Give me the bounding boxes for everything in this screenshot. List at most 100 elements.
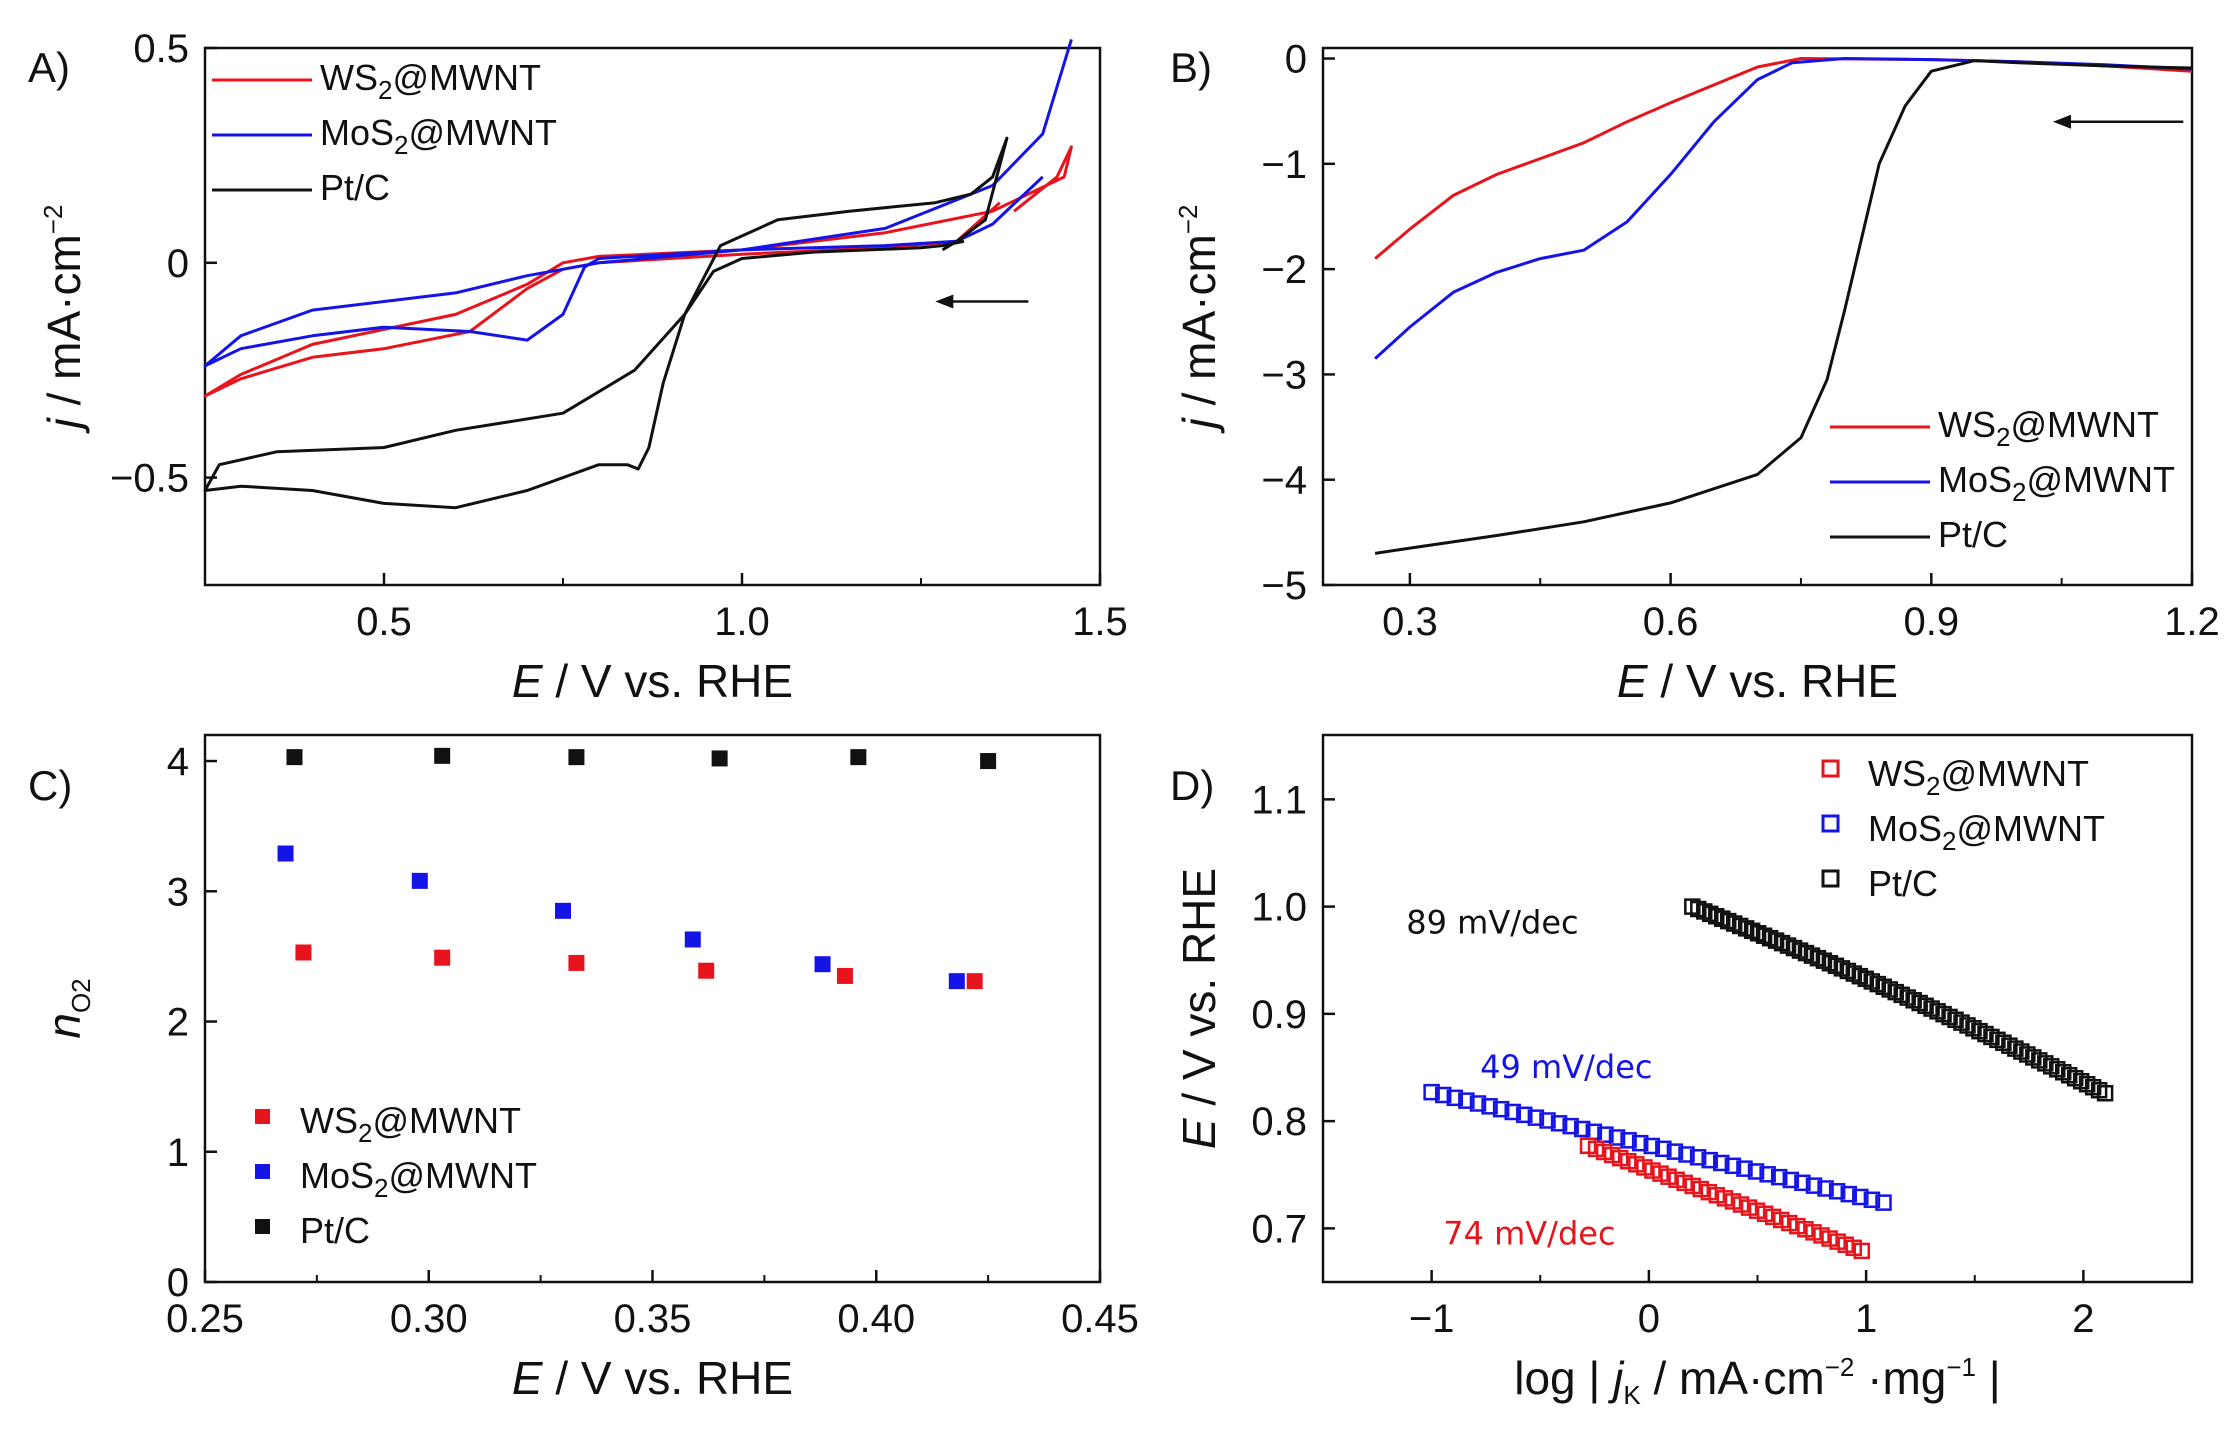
series-line bbox=[203, 136, 1009, 510]
text-part: K bbox=[1623, 1380, 1641, 1410]
data-point bbox=[684, 931, 701, 948]
y-tick-label: 2 bbox=[167, 1001, 189, 1045]
data-point bbox=[286, 749, 303, 766]
x-tick-label: 1.0 bbox=[714, 600, 770, 644]
data-point bbox=[555, 902, 571, 919]
data-point bbox=[1481, 1098, 1498, 1115]
plot-frame bbox=[203, 46, 1102, 587]
text-part: @MWNT bbox=[1940, 753, 2089, 794]
data-point bbox=[1840, 1185, 1857, 1203]
panel-a: A) 0.5 1.0 1.5 0.5 0 −0.5 E / V vs. RHE j / mA·c… bbox=[28, 27, 1128, 707]
y-tick-label: 3 bbox=[167, 870, 189, 914]
text-part: @MWNT bbox=[409, 112, 558, 153]
data-point bbox=[1794, 1174, 1811, 1192]
legend-label: WS2@MWNT bbox=[300, 1100, 521, 1148]
y-tick-label: −5 bbox=[1261, 564, 1307, 608]
x-tick-label: 1.5 bbox=[1072, 600, 1128, 644]
text-part: Pt/C bbox=[1868, 863, 1938, 904]
x-tick-label: 0.9 bbox=[1903, 600, 1959, 644]
data-point bbox=[1469, 1095, 1487, 1112]
text-part: −2 bbox=[38, 205, 68, 235]
y-axis-title: j / mA·cm−2 bbox=[38, 205, 90, 435]
x-tick-label: 0.6 bbox=[1643, 600, 1699, 644]
legend-label: WS2@MWNT bbox=[1868, 753, 2089, 801]
data-point bbox=[295, 944, 312, 961]
slope-annotation: 49 mV/dec bbox=[1480, 1048, 1652, 1086]
data-point bbox=[1504, 1103, 1521, 1121]
y-tick-label: 0 bbox=[167, 1261, 189, 1305]
data-point bbox=[948, 973, 965, 990]
data-point bbox=[1875, 1194, 1892, 1211]
data-point bbox=[711, 750, 728, 767]
legend-swatch bbox=[255, 1164, 270, 1179]
x-tick-label: 0.30 bbox=[390, 1297, 468, 1341]
text-part: 2 bbox=[378, 75, 392, 105]
text-part: / V vs. RHE bbox=[1648, 655, 1898, 707]
text-part: Pt/C bbox=[320, 167, 390, 208]
text-part: −2 bbox=[1173, 205, 1203, 235]
data-point bbox=[1492, 1100, 1510, 1118]
text-part: 2 bbox=[394, 130, 408, 160]
legend-label: WS2@MWNT bbox=[320, 57, 541, 105]
x-axis-title: E / V vs. RHE bbox=[512, 1352, 793, 1404]
data-point bbox=[1550, 1115, 1568, 1132]
slope-annotation: 74 mV/dec bbox=[1443, 1214, 1615, 1252]
text-part: / V vs. RHE bbox=[543, 1352, 793, 1404]
x-axis-title: E / V vs. RHE bbox=[1617, 655, 1898, 707]
y-tick-label: −1 bbox=[1261, 143, 1307, 187]
data-point bbox=[1805, 1177, 1823, 1194]
legend-swatch bbox=[255, 1219, 270, 1234]
text-part: −1 bbox=[1946, 1352, 1976, 1382]
data-point bbox=[411, 872, 428, 889]
data-point bbox=[1434, 1086, 1452, 1104]
x-tick-label: 0.45 bbox=[1061, 1297, 1139, 1341]
data-point bbox=[836, 967, 853, 984]
legend-swatch bbox=[255, 1109, 270, 1124]
data-point bbox=[1539, 1112, 1556, 1129]
data-point bbox=[1655, 1140, 1672, 1158]
text-part: MoS bbox=[1868, 808, 1942, 849]
arrow-head bbox=[2052, 114, 2071, 129]
data-point bbox=[1574, 1120, 1591, 1138]
text-part: WS bbox=[300, 1100, 358, 1141]
data-point bbox=[1724, 1157, 1742, 1175]
data-point bbox=[434, 747, 451, 764]
legend-label: Pt/C bbox=[1868, 863, 1938, 904]
text-part: | bbox=[1976, 1352, 2001, 1404]
data-point bbox=[1770, 1168, 1788, 1186]
y-axis-title: nO2 bbox=[38, 978, 96, 1038]
data-point bbox=[1853, 1242, 1871, 1260]
data-point bbox=[434, 949, 451, 966]
text-part: WS bbox=[320, 57, 378, 98]
text-part: O2 bbox=[66, 978, 96, 1013]
data-point bbox=[1666, 1143, 1684, 1160]
legend-label: MoS2@MWNT bbox=[320, 112, 557, 160]
text-part: n bbox=[38, 1013, 90, 1039]
text-part: Pt/C bbox=[1938, 514, 2008, 555]
data-point bbox=[1597, 1126, 1614, 1143]
data-point bbox=[1678, 1146, 1695, 1163]
legend-label: MoS2@MWNT bbox=[1868, 808, 2105, 856]
y-tick-label: −4 bbox=[1261, 459, 1307, 503]
text-part: / V vs. RHE bbox=[543, 655, 793, 707]
data-point bbox=[1863, 1191, 1881, 1209]
text-part: @MWNT bbox=[392, 57, 541, 98]
text-part: / mA·cm bbox=[1173, 234, 1225, 418]
data-point bbox=[1527, 1109, 1545, 1126]
legend-label: Pt/C bbox=[320, 167, 390, 208]
x-tick-label: 0.25 bbox=[166, 1297, 244, 1341]
panel-c: C) 0.25 0.30 0.35 0.40 0.45 4 3 2 1 0 E / V vs. RHE… bbox=[28, 733, 1139, 1404]
x-tick-label: 2 bbox=[2072, 1297, 2094, 1341]
text-part: 2 bbox=[1942, 826, 1956, 856]
text-part: MoS bbox=[300, 1155, 374, 1196]
y-tick-label: −2 bbox=[1261, 248, 1307, 292]
data-point bbox=[2096, 1084, 2114, 1102]
text-part: E bbox=[512, 655, 544, 707]
legend-swatch bbox=[1821, 759, 1840, 778]
text-part: @MWNT bbox=[1957, 808, 2106, 849]
data-point bbox=[1759, 1166, 1776, 1183]
y-tick-label: 0.8 bbox=[1251, 1100, 1307, 1144]
y-tick-label: 0.7 bbox=[1251, 1207, 1307, 1251]
data-point bbox=[1643, 1137, 1661, 1155]
